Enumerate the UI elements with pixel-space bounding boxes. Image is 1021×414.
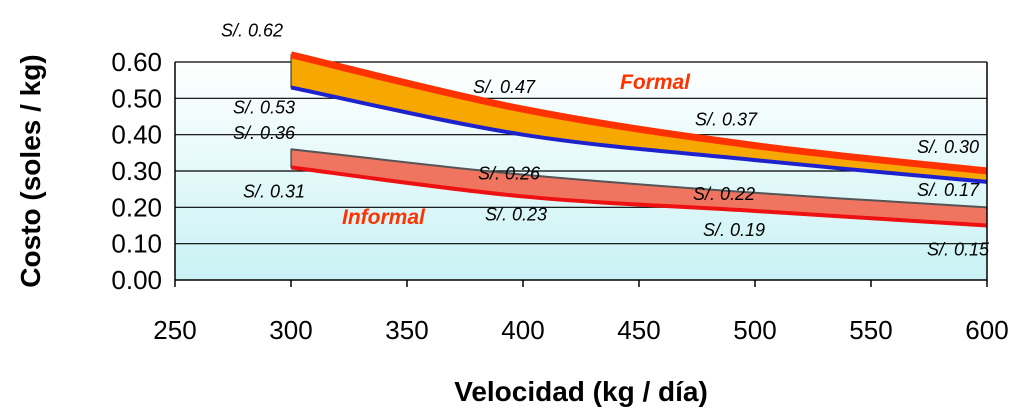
axes [174,62,988,287]
y-tick-label: 0.40 [111,120,162,150]
data-label: S/. 0.31 [243,181,305,201]
data-label: S/. 0.62 [221,21,283,41]
data-label: S/. 0.53 [233,97,295,117]
y-tick-label: 0.20 [111,192,162,222]
upper-line-formal [290,51,988,175]
x-tick-label: 300 [269,315,312,345]
x-tick-label: 450 [617,315,660,345]
y-tick-label: 0.50 [111,83,162,113]
data-label: S/. 0.15 [927,240,990,260]
series-label-formal: Formal [620,71,691,94]
data-label: S/. 0.37 [695,110,758,130]
y-tick-label: 0.60 [111,47,162,77]
data-label: S/. 0.19 [703,220,765,240]
data-label: S/. 0.47 [473,77,536,97]
x-tick-label: 550 [849,315,892,345]
x-tick-label: 350 [385,315,428,345]
lower-line-informal [290,165,988,228]
y-tick-label: 0.00 [111,265,162,295]
y-axis-title: Costo (soles / kg) [15,54,46,287]
data-labels: S/. 0.62 S/. 0.53 S/. 0.47 S/. 0.37 S/. 0.30… [221,21,990,260]
data-label: S/. 0.26 [478,164,541,184]
lower-line-formal [290,85,988,184]
x-tick-label: 500 [733,315,776,345]
y-tick-label: 0.30 [111,156,162,186]
y-tick-label: 0.10 [111,229,162,259]
data-label: S/. 0.17 [917,180,980,200]
series-label-informal: Informal [342,206,426,229]
x-axis-title: Velocidad (kg / día) [454,376,708,407]
data-label: S/. 0.36 [233,123,296,143]
x-tick-label: 400 [501,315,544,345]
x-tick-label: 600 [965,315,1008,345]
data-label: S/. 0.30 [917,137,979,157]
data-label: S/. 0.22 [693,184,755,204]
tick-labels: 0.00 0.10 0.20 0.30 0.40 0.50 0.60 250 300 350 400… [111,47,1008,345]
x-tick-label: 250 [153,315,196,345]
upper-line-informal [290,148,988,209]
data-label: S/. 0.23 [485,204,547,224]
